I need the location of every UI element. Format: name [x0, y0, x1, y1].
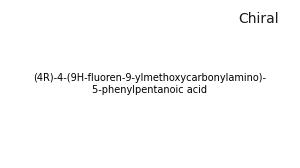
Text: Chiral: Chiral — [238, 12, 279, 26]
Text: (4R)-4-(9H-fluoren-9-ylmethoxycarbonylamino)-
5-phenylpentanoic acid: (4R)-4-(9H-fluoren-9-ylmethoxycarbonylam… — [34, 73, 266, 95]
